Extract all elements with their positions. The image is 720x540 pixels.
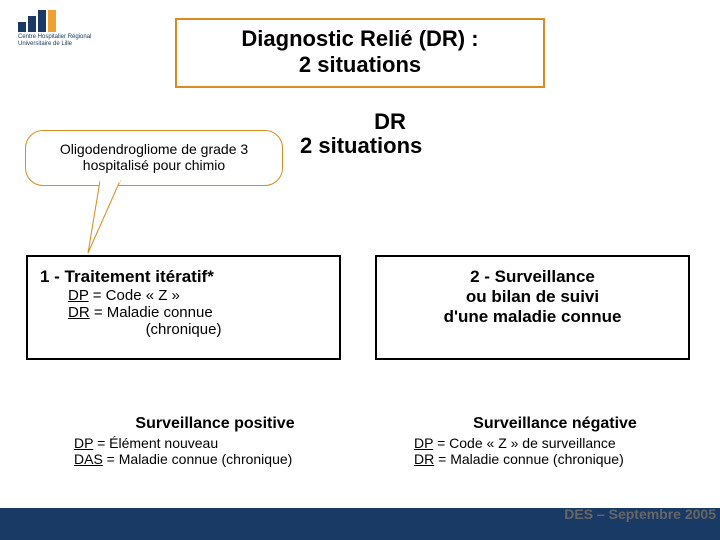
hospital-logo: Centre Hospitalier Régional Universitair… xyxy=(18,8,108,47)
pos-dp-value: = Élément nouveau xyxy=(93,435,218,451)
title-line-1: Diagnostic Relié (DR) : xyxy=(187,26,533,52)
footer-text: DES – Septembre 2005 xyxy=(564,506,716,522)
logo-bars xyxy=(18,8,108,32)
box1-title: 1 - Traitement itératif* xyxy=(40,267,327,287)
neg-title: Surveillance négative xyxy=(410,415,700,433)
pos-line1: DP = Élément nouveau xyxy=(70,435,360,451)
logo-text-2: Universitaire de Lille xyxy=(18,41,108,48)
pos-das-value: = Maladie connue (chronique) xyxy=(103,451,293,467)
box1-line1: DP = Code « Z » xyxy=(40,287,327,304)
dr-line-1: DR xyxy=(300,110,480,134)
box1-line2: DR = Maladie connue xyxy=(40,304,327,321)
surveillance-negative: Surveillance négative DP = Code « Z » de… xyxy=(410,415,700,467)
callout-line-2: hospitalisé pour chimio xyxy=(36,157,272,173)
title-line-2: 2 situations xyxy=(187,52,533,78)
pos-line2: DAS = Maladie connue (chronique) xyxy=(70,451,360,467)
logo-text-1: Centre Hospitalier Régional xyxy=(18,34,108,41)
box1-line3: (chronique) xyxy=(40,321,327,338)
box2-line2: ou bilan de suivi xyxy=(389,287,676,307)
dr-subheader: DR 2 situations xyxy=(300,110,480,158)
neg-line2: DR = Maladie connue (chronique) xyxy=(410,451,700,467)
neg-dp-label: DP xyxy=(414,435,433,451)
pos-dp-label: DP xyxy=(74,435,93,451)
slide-title: Diagnostic Relié (DR) : 2 situations xyxy=(175,18,545,88)
surveillance-outcomes: Surveillance positive DP = Élément nouve… xyxy=(70,415,700,467)
dr-label: DR xyxy=(68,304,90,321)
surveillance-positive: Surveillance positive DP = Élément nouve… xyxy=(70,415,360,467)
box-surveillance: 2 - Surveillance ou bilan de suivi d'une… xyxy=(375,255,690,360)
box2-line3: d'une maladie connue xyxy=(389,307,676,327)
dp-label: DP xyxy=(68,287,89,304)
pos-das-label: DAS xyxy=(74,451,103,467)
neg-dr-label: DR xyxy=(414,451,434,467)
neg-line1: DP = Code « Z » de surveillance xyxy=(410,435,700,451)
dr-line-2: 2 situations xyxy=(300,134,480,158)
neg-dp-value: = Code « Z » de surveillance xyxy=(433,435,616,451)
callout-tail xyxy=(80,175,160,265)
dp-value: = Code « Z » xyxy=(89,287,180,304)
box2-line1: 2 - Surveillance xyxy=(389,267,676,287)
box-treatment: 1 - Traitement itératif* DP = Code « Z »… xyxy=(26,255,341,360)
pos-title: Surveillance positive xyxy=(70,415,360,433)
neg-dr-value: = Maladie connue (chronique) xyxy=(434,451,624,467)
callout-line-1: Oligodendrogliome de grade 3 xyxy=(36,141,272,157)
dr-value: = Maladie connue xyxy=(90,304,213,321)
situation-boxes: 1 - Traitement itératif* DP = Code « Z »… xyxy=(26,255,690,360)
